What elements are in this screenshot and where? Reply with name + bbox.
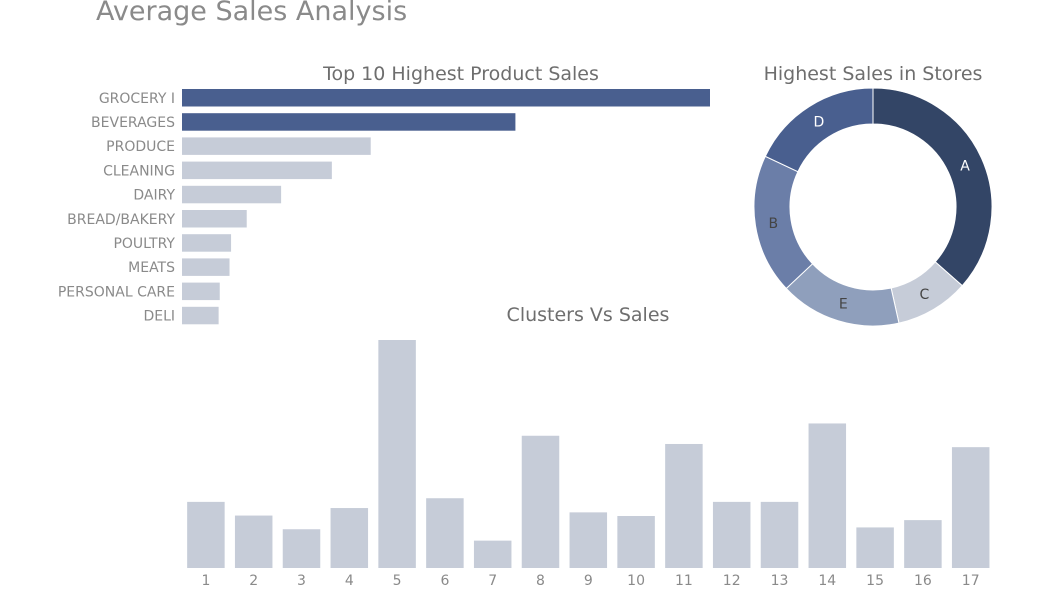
cluster-bar xyxy=(473,540,512,568)
cluster-tick-label: 12 xyxy=(723,573,741,589)
cluster-tick-label: 15 xyxy=(866,573,884,589)
product-label: MEATS xyxy=(128,260,175,276)
cluster-bar xyxy=(808,423,847,568)
donut-slice xyxy=(753,155,814,290)
cluster-tick-label: 3 xyxy=(297,573,306,589)
cluster-sales-chart: 1 2 3 4 5 6 7 8 9 10 11 12 13 14 15 16 17 xyxy=(187,340,990,589)
product-bar xyxy=(182,89,710,107)
product-bar xyxy=(182,113,516,131)
donut-slice-label: A xyxy=(960,158,970,174)
cluster-tick-label: 6 xyxy=(440,573,449,589)
cluster-bar xyxy=(378,340,416,568)
cluster-bar xyxy=(187,501,225,568)
cluster-bar xyxy=(234,515,273,568)
cluster-bar xyxy=(282,529,321,568)
donut-slice xyxy=(764,87,874,173)
cluster-sales-title: Clusters Vs Sales xyxy=(507,304,670,326)
donut-slice xyxy=(872,87,993,287)
product-bar xyxy=(182,234,232,252)
cluster-tick-label: 17 xyxy=(962,573,980,589)
cluster-tick-label: 13 xyxy=(771,573,789,589)
cluster-bar xyxy=(426,498,464,568)
product-bar xyxy=(182,161,332,180)
product-label: BREAD/BAKERY xyxy=(67,212,175,228)
cluster-tick-label: 16 xyxy=(914,573,932,589)
cluster-bar xyxy=(521,435,560,568)
product-label: BEVERAGES xyxy=(91,115,175,131)
cluster-bar xyxy=(760,501,799,568)
cluster-tick-label: 4 xyxy=(345,573,354,589)
product-bar xyxy=(182,258,230,276)
cluster-tick-label: 14 xyxy=(818,573,836,589)
cluster-bar xyxy=(617,516,655,568)
product-bar xyxy=(182,137,371,155)
cluster-bar xyxy=(856,527,894,568)
product-bar xyxy=(182,282,220,301)
cluster-tick-label: 9 xyxy=(584,573,593,589)
cluster-tick-label: 1 xyxy=(201,573,210,589)
product-label: DELI xyxy=(143,309,175,325)
cluster-bar xyxy=(569,512,608,568)
cluster-tick-label: 11 xyxy=(675,573,693,589)
cluster-tick-label: 2 xyxy=(249,573,258,589)
store-sales-donut: A C E B D xyxy=(753,87,993,327)
donut-slice-label: B xyxy=(768,216,778,232)
product-bar xyxy=(182,185,282,204)
product-bar xyxy=(182,306,219,325)
cluster-tick-label: 7 xyxy=(488,573,497,589)
product-sales-title: Top 10 Highest Product Sales xyxy=(322,63,599,85)
product-sales-chart: GROCERY I BEVERAGES PRODUCE CLEANING DAIRY BR… xyxy=(58,89,710,325)
product-label: POULTRY xyxy=(113,236,175,252)
cluster-tick-label: 10 xyxy=(627,573,645,589)
product-bar xyxy=(182,210,247,228)
cluster-bar xyxy=(951,447,990,568)
product-label: PRODUCE xyxy=(106,139,175,155)
store-sales-title: Highest Sales in Stores xyxy=(764,63,983,85)
cluster-bar xyxy=(712,501,751,568)
product-label: PERSONAL CARE xyxy=(58,284,175,300)
cluster-bar xyxy=(904,520,942,568)
donut-slice-label: C xyxy=(920,287,930,303)
product-label: GROCERY I xyxy=(99,91,175,107)
donut-slice-label: E xyxy=(839,297,848,313)
page-title: Average Sales Analysis xyxy=(96,0,408,27)
product-label: CLEANING xyxy=(103,163,175,179)
cluster-tick-label: 5 xyxy=(393,573,402,589)
cluster-tick-label: 8 xyxy=(536,573,545,589)
cluster-bar xyxy=(330,508,369,568)
product-label: DAIRY xyxy=(133,188,175,204)
donut-slice-label: D xyxy=(813,115,824,131)
cluster-bar xyxy=(665,443,703,568)
